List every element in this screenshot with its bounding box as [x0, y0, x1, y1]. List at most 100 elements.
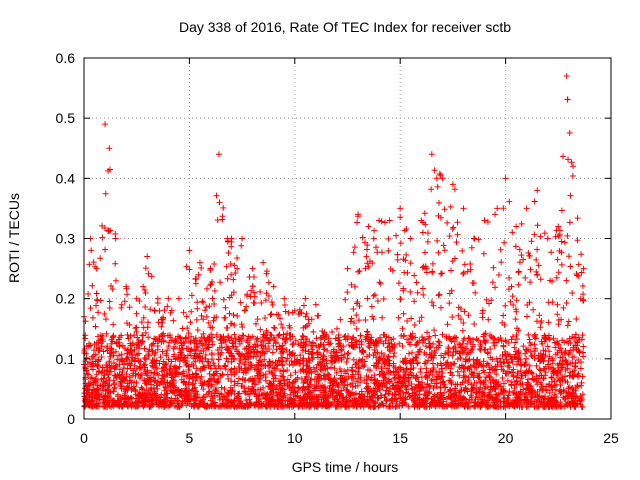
data-point	[342, 394, 349, 401]
data-point	[345, 373, 352, 380]
data-point	[188, 333, 195, 340]
data-point	[278, 396, 285, 403]
data-point	[269, 301, 276, 308]
data-point	[394, 251, 401, 258]
data-point	[498, 337, 505, 344]
data-point	[517, 390, 524, 397]
data-point	[418, 314, 425, 321]
data-point	[513, 223, 520, 230]
data-point	[433, 369, 440, 376]
data-point	[385, 334, 392, 341]
data-point	[158, 323, 165, 330]
data-point	[215, 356, 222, 363]
data-point	[96, 347, 103, 354]
data-point	[136, 375, 143, 382]
data-point	[468, 371, 475, 378]
data-point	[509, 369, 516, 376]
data-point	[126, 360, 133, 367]
data-point	[500, 312, 507, 319]
data-point	[344, 289, 351, 296]
data-point	[372, 400, 379, 407]
data-point	[476, 388, 483, 395]
data-point	[224, 346, 231, 353]
data-point	[303, 362, 310, 369]
data-point	[557, 382, 564, 389]
data-point	[435, 292, 442, 299]
data-point	[124, 354, 131, 361]
data-point	[170, 382, 177, 389]
data-point	[241, 361, 248, 368]
data-point	[539, 340, 546, 347]
data-point	[500, 205, 507, 212]
data-point	[357, 403, 364, 410]
data-point	[350, 249, 357, 256]
data-point	[502, 175, 509, 182]
data-point	[336, 399, 343, 406]
data-point	[491, 386, 498, 393]
y-tick-label: 0.2	[56, 291, 76, 307]
data-point	[167, 362, 174, 369]
data-point	[348, 281, 355, 288]
data-point	[495, 378, 502, 385]
data-point	[208, 331, 215, 338]
data-point	[160, 394, 167, 401]
data-point	[164, 379, 171, 386]
data-point	[365, 223, 372, 230]
data-point	[422, 358, 429, 365]
data-point	[479, 307, 486, 314]
data-point	[549, 378, 556, 385]
data-point	[502, 353, 509, 360]
data-point	[511, 385, 518, 392]
data-point	[267, 390, 274, 397]
data-point	[541, 396, 548, 403]
data-point	[139, 391, 146, 398]
data-point	[430, 385, 437, 392]
data-point	[133, 310, 140, 317]
data-point	[526, 336, 533, 343]
data-point	[354, 382, 361, 389]
data-point	[193, 374, 200, 381]
data-point	[185, 366, 192, 373]
data-point	[337, 376, 344, 383]
x-tick-label: 5	[186, 430, 194, 446]
data-point	[109, 286, 116, 293]
data-point	[341, 382, 348, 389]
data-point	[497, 334, 504, 341]
data-point	[211, 301, 218, 308]
data-point	[267, 362, 274, 369]
data-point	[90, 259, 97, 266]
data-point	[576, 336, 583, 343]
data-point	[560, 304, 567, 311]
data-point	[461, 261, 468, 268]
data-point	[473, 385, 480, 392]
data-point	[535, 352, 542, 359]
data-point	[179, 370, 186, 377]
data-point	[480, 250, 487, 257]
data-point	[81, 346, 88, 353]
data-point	[314, 312, 321, 319]
data-point	[392, 403, 399, 410]
data-point	[261, 356, 268, 363]
data-point	[538, 399, 545, 406]
data-point	[231, 331, 238, 338]
data-point	[306, 357, 313, 364]
data-point	[548, 249, 555, 256]
data-point	[365, 403, 372, 410]
data-point	[423, 365, 430, 372]
data-point	[95, 387, 102, 394]
data-point	[246, 396, 253, 403]
data-point	[246, 390, 253, 397]
data-point	[201, 335, 208, 342]
data-point	[86, 261, 93, 268]
data-point	[400, 256, 407, 263]
data-point	[500, 380, 507, 387]
data-point	[534, 271, 541, 278]
data-point	[269, 398, 276, 405]
data-point	[402, 371, 409, 378]
data-point	[200, 330, 207, 337]
data-point	[208, 281, 215, 288]
data-point	[381, 331, 388, 338]
data-point	[514, 369, 521, 376]
data-point	[458, 386, 465, 393]
data-point	[476, 346, 483, 353]
